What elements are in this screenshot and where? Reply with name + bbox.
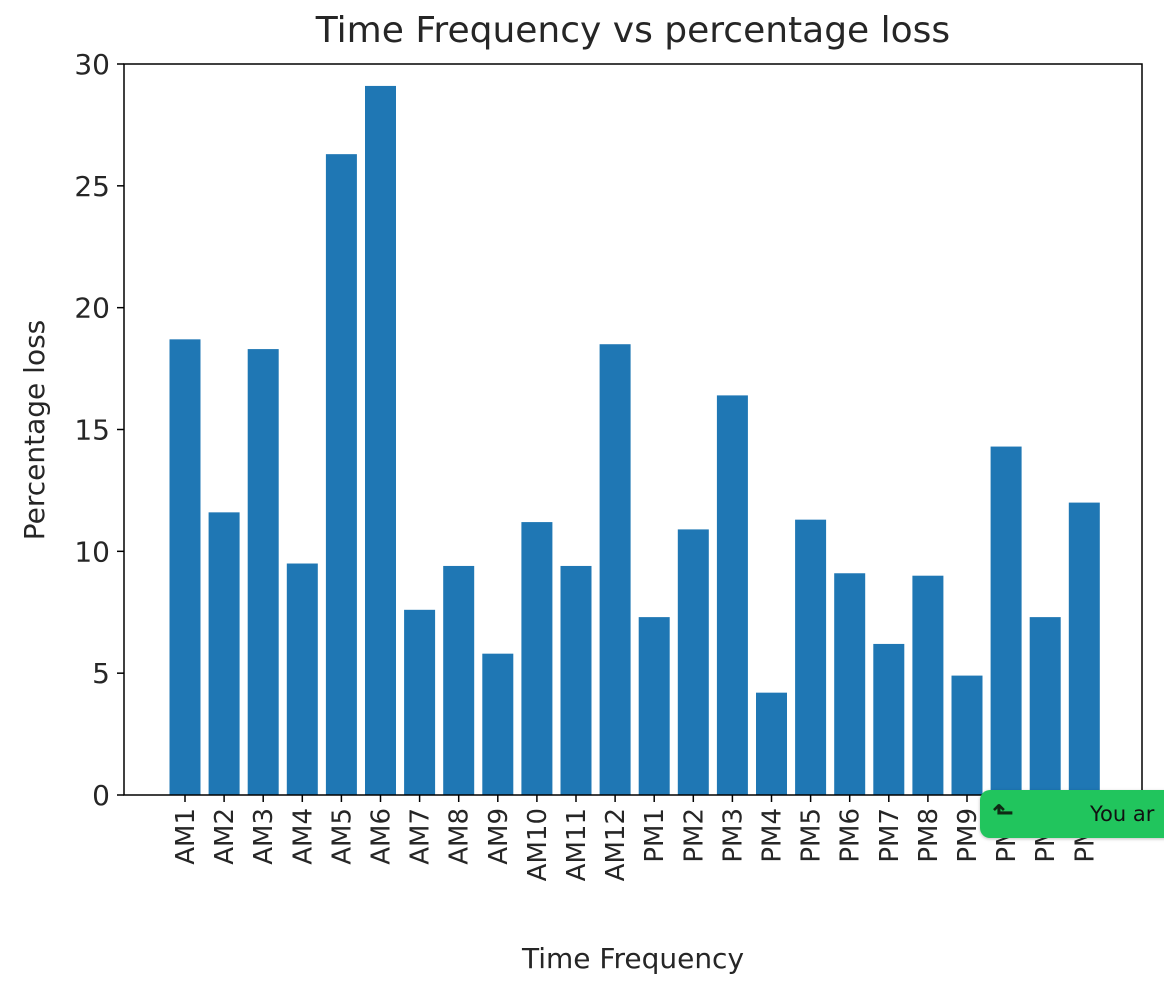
bar-am10-9 <box>521 522 553 795</box>
bar-pm2-13 <box>677 529 709 795</box>
x-tick-label: AM2 <box>210 808 240 865</box>
chart-title: Time Frequency vs percentage loss <box>315 10 950 51</box>
bar-am7-6 <box>404 609 436 795</box>
bar-am12-11 <box>599 344 631 795</box>
arrow-icon: ⬑ <box>992 798 1014 828</box>
bar-am2-1 <box>208 512 240 795</box>
x-tick-label: PM5 <box>797 808 827 863</box>
x-tick-label: AM1 <box>171 808 201 865</box>
bar-pm1-12 <box>638 617 670 795</box>
y-tick-label: 5 <box>92 657 110 690</box>
x-tick-label: PM6 <box>836 808 866 863</box>
x-axis: AM1 AM2 AM3 AM4 AM5 AM6 AM7 AM8 AM9 AM10 AM11 AM12 P… <box>171 795 1100 881</box>
bar-pm5-16 <box>795 519 827 795</box>
x-tick-label: AM3 <box>249 808 279 865</box>
x-axis-label: Time Frequency <box>521 942 744 975</box>
x-tick-label: AM5 <box>327 808 357 865</box>
y-tick-label: 15 <box>74 414 110 447</box>
y-tick-label: 25 <box>74 170 110 203</box>
y-tick-label: 0 <box>92 779 110 812</box>
bar-pm8-19 <box>912 575 944 795</box>
x-tick-label: AM10 <box>523 808 553 881</box>
bar-am5-4 <box>325 154 357 795</box>
x-tick-label: AM4 <box>288 808 318 865</box>
bar-am11-10 <box>560 565 592 795</box>
x-tick-label: PM7 <box>875 808 905 863</box>
bar-pm4-15 <box>756 692 787 795</box>
x-tick-label: PM9 <box>953 808 983 863</box>
x-tick-label: PM2 <box>679 808 709 863</box>
bar-pm1-22 <box>1029 617 1061 795</box>
y-axis: 0 5 10 15 20 25 30 <box>74 48 124 812</box>
x-tick-label: AM12 <box>601 808 631 881</box>
x-tick-label: PM3 <box>718 808 748 863</box>
bar-am6-5 <box>365 85 396 796</box>
bar-pm1-23 <box>1068 502 1100 795</box>
y-tick-label: 10 <box>74 535 110 568</box>
bar-am4-3 <box>286 563 318 795</box>
bar-am9-8 <box>482 653 514 795</box>
bar-pm6-17 <box>834 573 866 795</box>
bar-am3-2 <box>247 349 279 795</box>
bar-am1-0 <box>169 339 201 795</box>
x-tick-label: PM8 <box>914 808 944 863</box>
x-tick-label: AM8 <box>445 808 475 865</box>
bars <box>169 85 1100 796</box>
x-tick-label: AM7 <box>406 808 436 865</box>
x-tick-label: AM9 <box>484 808 514 865</box>
x-tick-label: AM11 <box>562 808 592 881</box>
y-axis-label: Percentage loss <box>18 320 51 541</box>
bar-pm7-18 <box>873 643 905 795</box>
y-tick-label: 30 <box>74 48 110 81</box>
x-tick-label: PM1 <box>640 808 670 863</box>
x-tick-label: AM6 <box>367 808 397 865</box>
x-tick-label: PM4 <box>758 808 788 863</box>
bar-pm3-14 <box>716 395 748 795</box>
toast-text: You ar <box>1090 802 1155 826</box>
notification-toast[interactable]: ⬑ You ar <box>980 790 1164 838</box>
bar-am8-7 <box>443 565 475 795</box>
bar-pm9-20 <box>951 675 983 795</box>
bar-pm1-21 <box>990 446 1022 795</box>
y-tick-label: 20 <box>74 292 110 325</box>
